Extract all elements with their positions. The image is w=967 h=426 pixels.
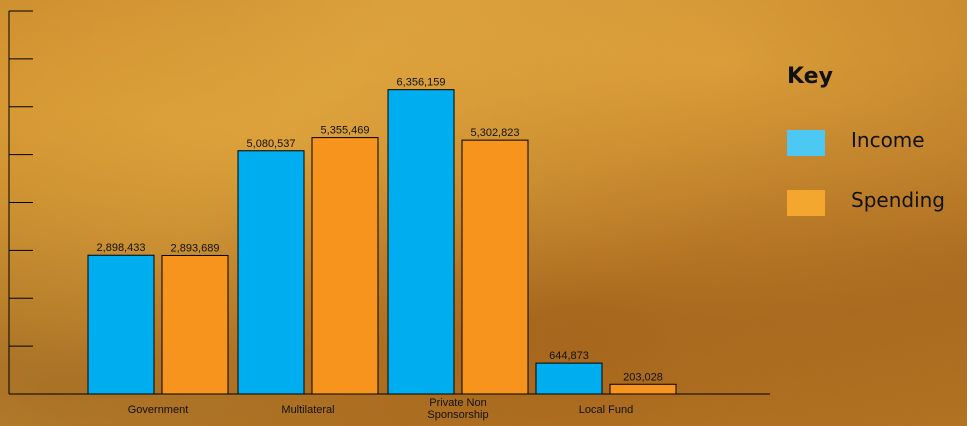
x-tick-label-line: Multilateral [281, 404, 334, 416]
x-tick-label-multilateral: Multilateral [281, 404, 334, 416]
bar-income-private-non-sponsorship [387, 89, 455, 395]
bar-income-multilateral [237, 150, 305, 395]
x-tick-label-line: Sponsorship [427, 409, 488, 421]
data-label-income-multilateral: 5,080,537 [247, 138, 296, 150]
data-label-spending-government: 2,893,689 [171, 242, 220, 254]
data-label-spending-local-fund: 203,028 [623, 371, 663, 383]
bar-spending-multilateral [311, 137, 379, 395]
data-label-spending-private-non-sponsorship: 5,302,823 [471, 127, 520, 139]
legend-item-income: Income [787, 128, 967, 162]
legend-title: Key [787, 64, 833, 89]
bar-spending-government [161, 254, 229, 395]
legend-item-spending: Spending [787, 188, 967, 222]
data-label-income-private-non-sponsorship: 6,356,159 [397, 77, 446, 89]
x-tick-label-private-non-sponsorship: Private Non Sponsorship [427, 397, 488, 421]
x-tick-label-line: Private Non [429, 397, 486, 409]
legend-label-spending: Spending [851, 188, 945, 212]
bar-income-local-fund [535, 362, 603, 395]
x-tick-label-local-fund: Local Fund [579, 404, 633, 416]
legend: Key Income Spending [787, 64, 967, 216]
bar-spending-private-non-sponsorship [461, 139, 529, 395]
legend-swatch-spending [787, 190, 825, 216]
data-label-income-government: 2,898,433 [97, 242, 146, 254]
data-label-spending-multilateral: 5,355,469 [321, 125, 370, 137]
x-tick-label-line: Government [128, 404, 189, 416]
data-label-income-local-fund: 644,873 [549, 350, 589, 362]
x-tick-label-government: Government [128, 404, 189, 416]
x-tick-label-line: Local Fund [579, 404, 633, 416]
legend-label-income: Income [851, 128, 925, 152]
bar-income-government [87, 254, 155, 395]
legend-swatch-income [787, 130, 825, 156]
bar-spending-local-fund [609, 383, 677, 395]
